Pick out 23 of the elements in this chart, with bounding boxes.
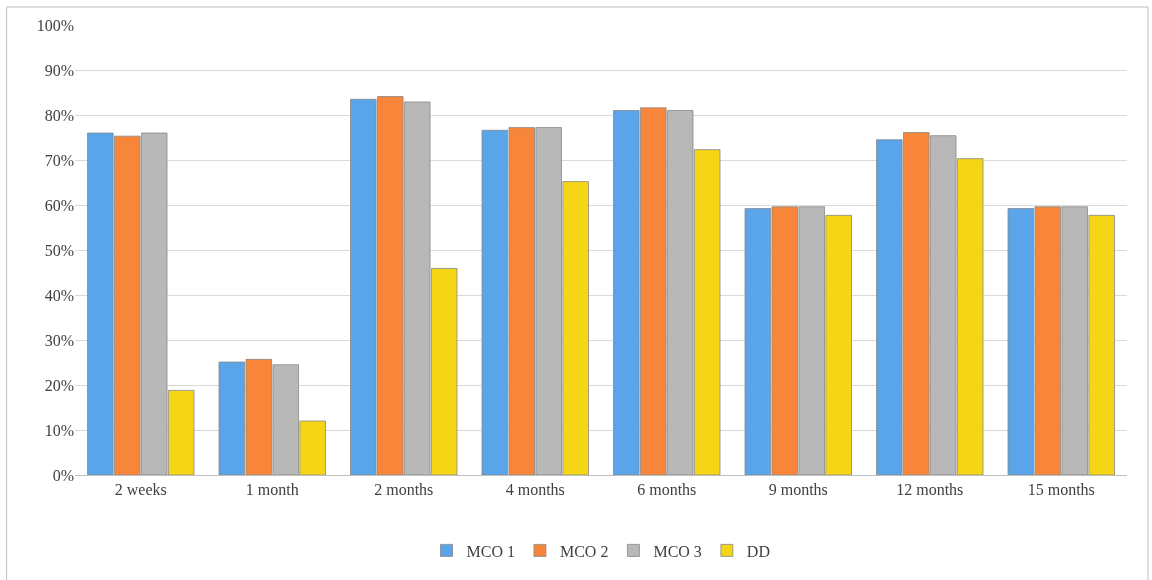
y-tick-label: 60% [44, 196, 74, 214]
x-tick-label: 9 months [768, 481, 828, 499]
x-tick-label: 6 months [637, 481, 697, 499]
y-tick-label: 90% [44, 61, 74, 79]
legend-label: DD [746, 542, 770, 560]
x-tick-label: 15 months [1027, 481, 1095, 499]
x-tick-label: 2 weeks [114, 481, 167, 499]
legend-label: MCO 3 [653, 542, 702, 560]
y-tick-label: 30% [44, 331, 74, 349]
x-tick-label: 2 months [374, 481, 434, 499]
y-tick-label: 50% [44, 241, 74, 259]
legend-label: MCO 1 [466, 542, 515, 560]
y-tick-label: 0% [52, 466, 74, 484]
y-tick-label: 100% [36, 16, 74, 34]
y-tick-label: 70% [44, 151, 74, 169]
legend-label: MCO 2 [559, 542, 609, 560]
x-tick-label: 12 months [896, 481, 964, 499]
y-tick-label: 80% [44, 106, 74, 124]
x-tick-label: 4 months [505, 481, 565, 499]
x-tick-label: 1 month [245, 481, 299, 499]
y-tick-label: 40% [44, 286, 74, 304]
y-tick-label: 20% [44, 376, 74, 394]
y-tick-label: 10% [44, 421, 74, 439]
